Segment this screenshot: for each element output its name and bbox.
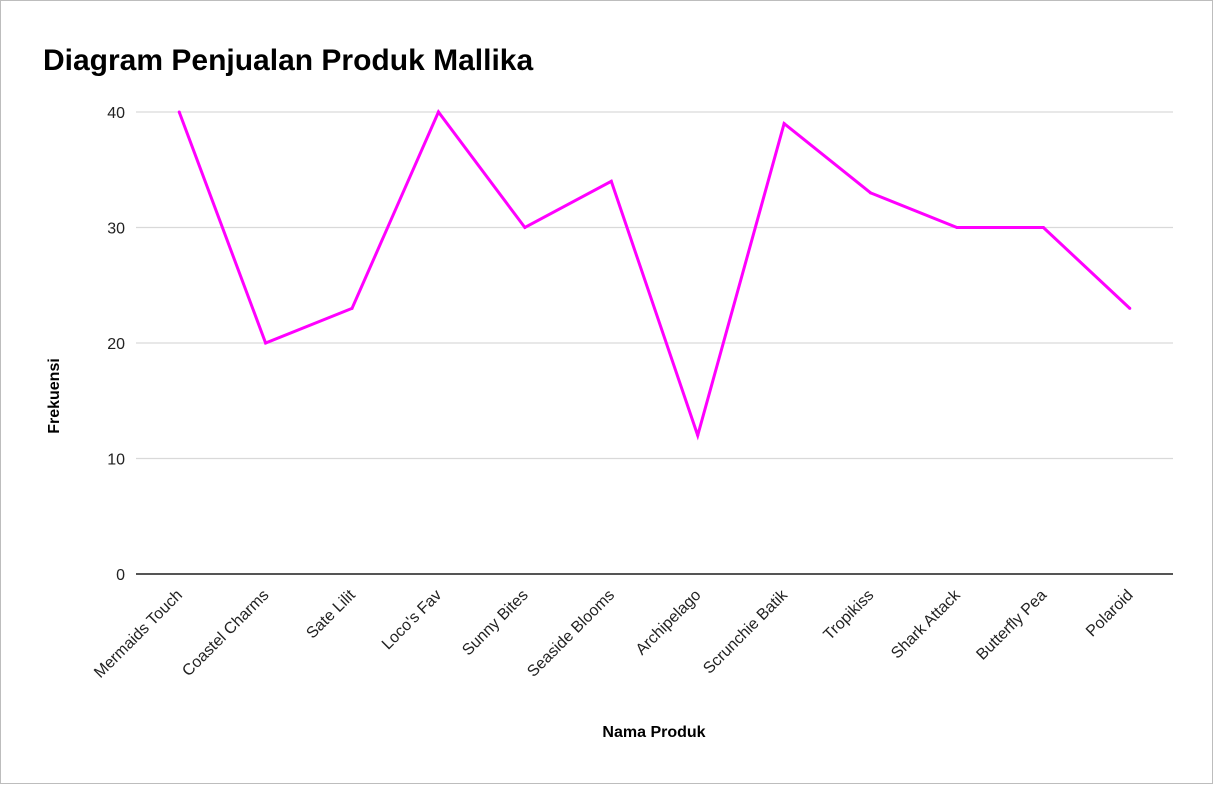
- y-tick-label: 40: [107, 105, 125, 122]
- data-point: [1128, 306, 1132, 310]
- x-tick-label: Loco's Fav: [379, 587, 445, 653]
- x-tick-label: Coastel Charms: [179, 587, 272, 680]
- y-tick-label: 0: [116, 567, 125, 584]
- x-axis-title: Nama Produk: [602, 724, 705, 741]
- x-tick-label: Sate Lilit: [303, 586, 359, 642]
- data-point: [696, 433, 700, 437]
- data-point: [869, 191, 873, 195]
- x-tick-label: Polaroid: [1083, 587, 1137, 641]
- data-point: [523, 226, 527, 229]
- y-tick-label: 10: [107, 452, 125, 469]
- x-tick-label: Archipelago: [633, 587, 705, 659]
- data-point: [177, 110, 181, 114]
- data-point: [436, 110, 440, 114]
- data-point: [955, 226, 959, 229]
- y-axis-title: Frekuensi: [46, 358, 63, 434]
- data-point: [782, 122, 786, 126]
- x-tick-label: Mermaids Touch: [91, 587, 186, 682]
- y-tick-label: 30: [107, 221, 125, 238]
- chart-title: Diagram Penjualan Produk Mallika: [43, 44, 533, 77]
- x-tick-label: Shark Attack: [888, 586, 964, 662]
- gridlines: [136, 111, 1173, 575]
- series-line: [177, 109, 1131, 441]
- y-tick-label: 20: [107, 336, 125, 353]
- data-point: [1041, 226, 1045, 229]
- x-tick-label: Tropikiss: [821, 587, 878, 644]
- y-axis-ticks: 0 10 20 30 40: [107, 105, 125, 584]
- x-tick-label: Butterfly Pea: [973, 587, 1050, 664]
- x-tick-label: Seaside Blooms: [524, 587, 618, 681]
- series-layer: [177, 109, 1132, 441]
- x-tick-label: Scrunchie Batik: [700, 586, 791, 677]
- data-point: [350, 306, 354, 310]
- data-point: [609, 179, 613, 183]
- data-point: [264, 341, 268, 345]
- x-tick-label: Sunny Bites: [459, 587, 531, 659]
